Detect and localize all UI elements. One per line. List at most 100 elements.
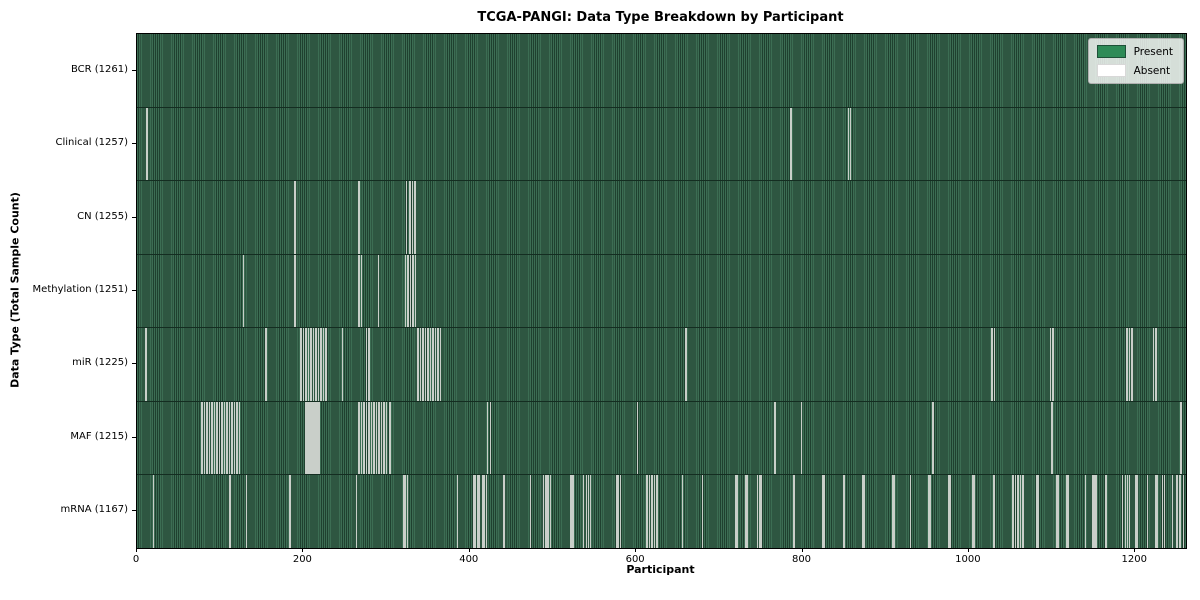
absent-line (549, 475, 552, 549)
x-tick-label: 1200 (1121, 554, 1147, 565)
absent-line (793, 475, 795, 549)
absent-line (300, 328, 302, 401)
absent-line (437, 328, 439, 401)
absent-line (146, 107, 148, 181)
absent-line (929, 475, 932, 549)
absent-line (1084, 475, 1087, 549)
absent-line (1126, 328, 1128, 401)
heatmap-row-mRNA (137, 474, 1186, 549)
absent-line (651, 475, 653, 549)
x-tick-label: 0 (132, 554, 140, 565)
y-tick-mark (132, 216, 136, 218)
x-axis-label: Participant (626, 563, 695, 576)
absent-line (427, 328, 429, 401)
absent-line (646, 475, 648, 549)
absent-line (439, 328, 442, 401)
absent-line (307, 328, 310, 401)
absent-line (315, 401, 317, 475)
absent-line (228, 401, 231, 475)
absent-line (289, 475, 291, 549)
absent-line (414, 181, 416, 254)
x-tick-label: 800 (791, 554, 812, 565)
absent-line (1128, 475, 1131, 549)
absent-line (1180, 401, 1182, 475)
y-tick-mark (132, 363, 136, 365)
absent-line (685, 328, 687, 401)
absent-line (221, 401, 223, 475)
absent-line (145, 328, 147, 401)
absent-line (993, 328, 996, 401)
absent-line (236, 401, 238, 475)
absent-line (320, 328, 322, 401)
absent-line (993, 475, 995, 549)
absent-line (653, 475, 656, 549)
absent-line (317, 328, 320, 401)
absent-line (1035, 475, 1037, 549)
absent-line (847, 107, 849, 181)
absent-line (409, 181, 411, 254)
absent-line (617, 475, 620, 549)
absent-line (588, 475, 590, 549)
y-tick-label: MAF (1215) (70, 430, 128, 442)
y-tick-mark (132, 143, 136, 145)
absent-line (368, 401, 370, 475)
absent-line (429, 328, 432, 401)
absent-line (360, 401, 363, 475)
absent-line (294, 254, 296, 328)
absent-line (368, 328, 370, 401)
absent-line (363, 401, 365, 475)
absent-line (1171, 475, 1174, 549)
absent-line (1176, 475, 1178, 549)
y-tick-label: Clinical (1257) (55, 137, 129, 149)
absent-line (213, 401, 216, 475)
plot-area: Present Absent (136, 33, 1187, 549)
absent-line (265, 328, 267, 401)
absent-line (231, 401, 233, 475)
absent-line (322, 328, 325, 401)
absent-line (736, 475, 739, 549)
present-swatch-icon (1096, 45, 1126, 58)
absent-line (315, 328, 317, 401)
absent-line (380, 401, 383, 475)
absent-line (1092, 475, 1094, 549)
absent-line (583, 475, 585, 549)
absent-line (1152, 328, 1155, 401)
x-tick-label: 200 (292, 554, 312, 565)
absent-line (477, 475, 479, 549)
absent-line (358, 181, 360, 254)
absent-line (701, 475, 704, 549)
absent-line (774, 401, 776, 475)
absent-line (1095, 475, 1097, 549)
absent-line (569, 475, 572, 549)
absent-line (1179, 475, 1181, 549)
x-tick-mark (635, 548, 637, 552)
absent-line (1019, 475, 1022, 549)
absent-line (479, 475, 481, 549)
absent-line (373, 401, 375, 475)
heatmap-row-CN (137, 180, 1186, 254)
x-tick-label: 400 (459, 554, 479, 565)
heatmap-row-miR (137, 327, 1186, 401)
absent-line (305, 328, 307, 401)
absent-line (637, 401, 639, 475)
y-tick-mark (132, 290, 136, 291)
absent-line (312, 328, 315, 401)
absent-line (355, 475, 358, 549)
absent-line (758, 475, 760, 549)
absent-line (218, 401, 221, 475)
absent-line (308, 401, 310, 475)
absent-line (489, 401, 492, 475)
legend-item-present: Present (1096, 45, 1173, 58)
absent-line (229, 475, 231, 549)
absent-line (800, 401, 803, 475)
absent-line (226, 401, 228, 475)
absent-line (821, 475, 824, 549)
absent-line (543, 475, 545, 549)
absent-line (223, 401, 226, 475)
absent-line (1051, 401, 1053, 475)
absent-line (365, 401, 368, 475)
absent-line (419, 328, 422, 401)
absent-line (1127, 475, 1129, 549)
absent-line (760, 475, 762, 549)
